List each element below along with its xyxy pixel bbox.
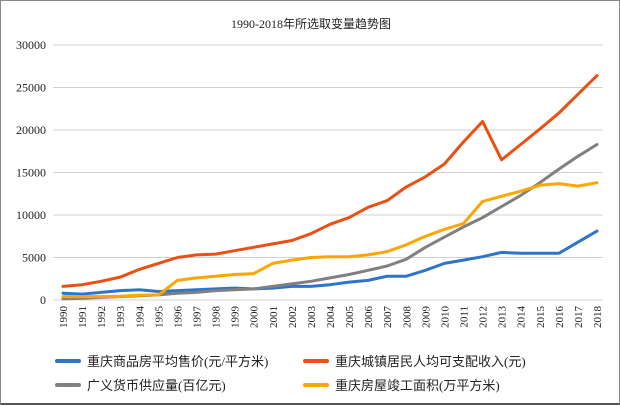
legend-item-3: 重庆房屋竣工面积(万平方米) [303,375,500,394]
series-line-3 [63,183,597,297]
legend-label-2: 广义货币供应量(百亿元) [87,375,226,394]
x-tick-label: 1992 [96,306,108,328]
x-tick-label: 2000 [249,306,261,329]
legend-swatch-0 [55,359,81,363]
y-tick-label: 30000 [16,38,46,52]
x-tick-label: 2012 [478,306,490,328]
x-tick-label: 2014 [516,306,528,329]
x-tick-label: 1998 [211,306,223,329]
x-tick-label: 2017 [573,306,585,329]
x-tick-label: 2010 [439,306,451,329]
legend-item-1: 重庆城镇居民人均可支配收入(元) [303,351,526,370]
x-tick-label: 1995 [153,306,165,329]
legend-label-3: 重庆房屋竣工面积(万平方米) [335,375,500,394]
x-tick-label: 2007 [382,306,394,329]
y-tick-label: 15000 [16,166,46,180]
legend-swatch-1 [303,359,329,363]
x-tick-label: 2016 [554,306,566,329]
x-tick-label: 2009 [420,306,432,329]
x-tick-label: 2008 [401,306,413,329]
legend-swatch-3 [303,383,329,387]
x-tick-label: 2018 [592,306,604,329]
legend-item-2: 广义货币供应量(百亿元) [55,375,226,394]
legend-label-1: 重庆城镇居民人均可支配收入(元) [335,351,526,370]
legend-swatch-2 [55,383,81,387]
legend-item-0: 重庆商品房平均售价(元/平方米) [55,351,268,370]
series-line-1 [63,76,597,287]
legend-label-0: 重庆商品房平均售价(元/平方米) [87,351,268,370]
x-tick-label: 2001 [268,306,280,328]
x-tick-label: 1993 [115,306,127,329]
y-tick-label: 25000 [16,81,46,95]
x-tick-label: 2002 [287,306,299,328]
x-tick-label: 1990 [58,306,70,329]
x-tick-label: 1994 [134,306,146,329]
series-line-2 [63,145,597,299]
x-tick-label: 2015 [535,306,547,329]
x-tick-label: 2004 [325,306,337,329]
x-tick-label: 2013 [497,306,509,329]
x-tick-label: 2006 [363,306,375,329]
x-tick-label: 2003 [306,306,318,329]
y-tick-label: 5000 [22,251,46,265]
series-line-0 [63,231,597,294]
y-tick-label: 0 [40,293,46,307]
y-tick-label: 20000 [16,123,46,137]
x-tick-label: 1991 [77,306,89,328]
x-tick-label: 1999 [230,306,242,329]
x-tick-label: 1996 [172,306,184,329]
x-tick-label: 2011 [459,306,471,328]
x-tick-label: 2005 [344,306,356,329]
x-tick-label: 1997 [192,306,204,329]
y-tick-label: 10000 [16,208,46,222]
